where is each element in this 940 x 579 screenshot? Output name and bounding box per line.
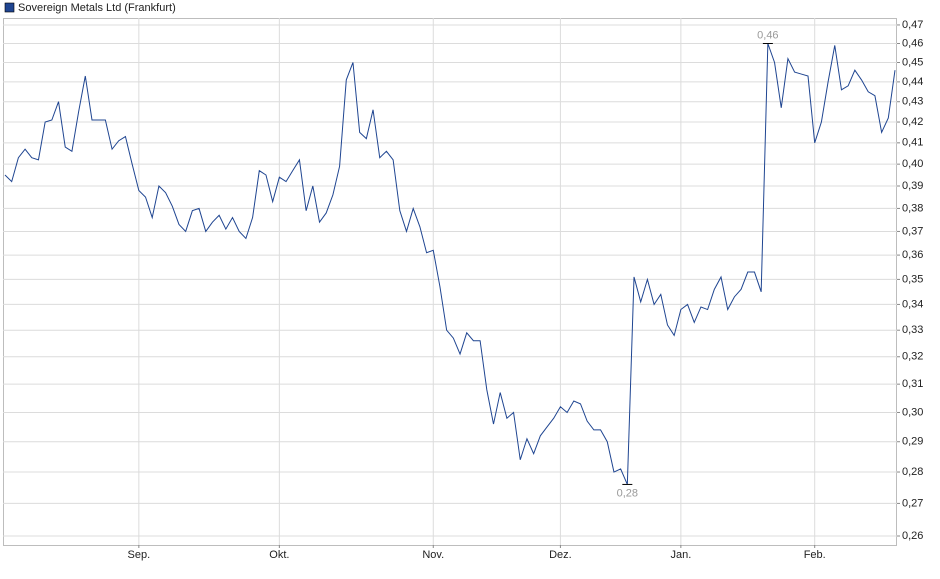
y-tick-label: 0,30	[902, 406, 923, 418]
y-tick-label: 0,26	[902, 530, 923, 542]
y-tick-label: 0,39	[902, 180, 923, 192]
price-line	[4, 43, 896, 485]
y-tick-label: 0,33	[902, 324, 923, 336]
y-tick-label: 0,43	[902, 96, 923, 108]
y-tick-label: 0,35	[902, 273, 923, 285]
legend-label: Sovereign Metals Ltd (Frankfurt)	[18, 2, 176, 14]
y-tick-label: 0,45	[902, 56, 923, 68]
value-label: 0,28	[617, 487, 638, 499]
y-tick-label: 0,46	[902, 37, 923, 49]
y-tick-label: 0,29	[902, 436, 923, 448]
y-tick-label: 0,34	[902, 298, 923, 310]
legend-swatch	[4, 2, 15, 13]
y-tick-label: 0,37	[902, 225, 923, 237]
plot-frame	[3, 18, 897, 546]
y-tick-label: 0,40	[902, 158, 923, 170]
y-tick-label: 0,38	[902, 202, 923, 214]
x-tick-label: Okt.	[269, 549, 289, 561]
x-tick-label: Feb.	[804, 549, 826, 561]
y-tick-label: 0,31	[902, 378, 923, 390]
y-tick-label: 0,32	[902, 351, 923, 363]
y-tick-label: 0,44	[902, 76, 923, 88]
value-label: 0,46	[757, 29, 778, 41]
y-tick-label: 0,36	[902, 249, 923, 261]
x-tick-label: Jan.	[670, 549, 691, 561]
x-tick-label: Nov.	[422, 549, 444, 561]
y-tick-label: 0,42	[902, 116, 923, 128]
y-tick-label: 0,27	[902, 497, 923, 509]
x-tick-label: Sep.	[128, 549, 151, 561]
y-tick-label: 0,41	[902, 137, 923, 149]
y-tick-label: 0,28	[902, 466, 923, 478]
y-tick-label: 0,47	[902, 19, 923, 31]
x-tick-label: Dez.	[549, 549, 572, 561]
